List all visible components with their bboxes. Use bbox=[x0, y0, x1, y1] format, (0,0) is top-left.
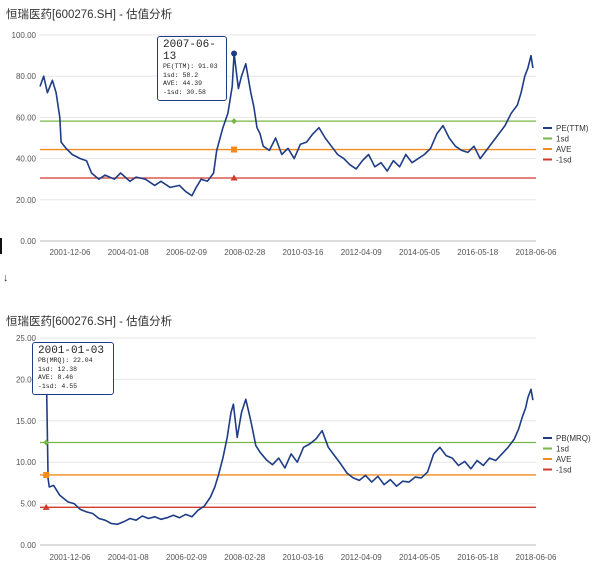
main-series-line bbox=[39, 52, 534, 197]
y-tick-label: 80.00 bbox=[16, 72, 37, 81]
tooltip-line: PB(MRQ): 22.04 bbox=[38, 357, 93, 364]
x-tick-label: 2012-04-09 bbox=[341, 553, 382, 562]
x-tick-label: 2016-05-18 bbox=[457, 553, 498, 562]
chart-title: 恒瑞医药[600276.SH] - 估值分析 bbox=[6, 316, 173, 328]
tooltip-line: PE(TTM): 91.03 bbox=[163, 63, 218, 70]
y-tick-label: 20.00 bbox=[16, 375, 37, 384]
hover-marker-ave bbox=[43, 471, 50, 478]
legend-item: -1sd bbox=[556, 156, 572, 165]
x-tick-label: 2012-04-09 bbox=[341, 248, 382, 257]
y-tick-label: 10.00 bbox=[16, 458, 37, 467]
y-tick-label: 100.00 bbox=[12, 31, 37, 40]
y-tick-label: 20.00 bbox=[16, 196, 37, 205]
hover-marker-1sd bbox=[43, 439, 50, 446]
tooltip-line: -1sd: 30.58 bbox=[163, 88, 206, 96]
legend-item: 1sd bbox=[556, 135, 569, 144]
y-tick-label: 0.00 bbox=[20, 237, 36, 246]
tooltip-line: 1sd: 58.2 bbox=[163, 71, 199, 79]
tooltip-line: AVE: 44.39 bbox=[163, 80, 203, 87]
y-tick-label: 5.00 bbox=[20, 500, 36, 509]
chart-tooltip: 2001-01-03 PB(MRQ): 22.04 1sd: 12.38 AVE… bbox=[32, 342, 114, 395]
y-tick-label: 60.00 bbox=[16, 113, 37, 122]
text-cursor bbox=[0, 238, 2, 254]
legend-item: PE(TTM) bbox=[556, 124, 589, 133]
tooltip-date: 2007-06-13 bbox=[163, 39, 216, 63]
hover-marker-ave bbox=[231, 146, 238, 153]
x-tick-label: 2014-05-05 bbox=[399, 553, 440, 562]
legend-item: PB(MRQ) bbox=[556, 434, 591, 443]
x-tick-label: 2004-01-08 bbox=[108, 553, 149, 562]
y-tick-label: 15.00 bbox=[16, 417, 37, 426]
tooltip-date: 2001-01-03 bbox=[38, 345, 105, 357]
main-series-line bbox=[39, 361, 534, 526]
legend-item: -1sd bbox=[556, 466, 572, 475]
x-tick-label: 2016-05-18 bbox=[457, 248, 498, 257]
pb-chart[interactable]: 0.00 5.00 10.00 15.00 20.00 25.00 2001-12-06 20… bbox=[0, 307, 600, 571]
y-tick-label: 40.00 bbox=[16, 155, 37, 164]
pb-chart-panel: 恒瑞医药[600276.SH] - 估值分析 0.00 5.00 10.00 15.0… bbox=[0, 307, 600, 571]
legend-item: AVE bbox=[556, 145, 571, 154]
x-tick-label: 2008-02-28 bbox=[224, 553, 265, 562]
x-tick-label: 2004-01-08 bbox=[108, 248, 149, 257]
chart-tooltip: 2007-06-13 PE(TTM): 91.03 1sd: 58.2 AVE:… bbox=[157, 36, 227, 101]
x-tick-label: 2001-12-06 bbox=[50, 553, 91, 562]
x-tick-label: 2001-12-06 bbox=[50, 248, 91, 257]
down-arrow-icon: ↓ bbox=[3, 272, 9, 284]
x-tick-label: 2010-03-16 bbox=[283, 248, 324, 257]
x-tick-label: 2018-06-06 bbox=[516, 553, 557, 562]
x-tick-label: 2018-06-06 bbox=[516, 248, 557, 257]
legend-item: AVE bbox=[556, 455, 571, 464]
hover-marker-main bbox=[231, 50, 238, 57]
x-tick-label: 2014-05-05 bbox=[399, 248, 440, 257]
pe-chart-panel: 恒瑞医药[600276.SH] - 估值分析 0.00 20.00 40.00 60.… bbox=[0, 0, 600, 262]
y-tick-label: 25.00 bbox=[16, 334, 37, 343]
hover-marker-minus-1sd bbox=[230, 174, 238, 181]
tooltip-line: AVE: 8.46 bbox=[38, 374, 74, 381]
y-tick-label: 0.00 bbox=[20, 541, 36, 550]
chart-title: 恒瑞医药[600276.SH] - 估值分析 bbox=[6, 9, 173, 21]
x-tick-label: 2006-02-09 bbox=[166, 553, 207, 562]
x-tick-label: 2010-03-16 bbox=[283, 553, 324, 562]
legend-item: 1sd bbox=[556, 445, 569, 454]
pe-chart[interactable]: 0.00 20.00 40.00 60.00 80.00 100.00 2001-12-06… bbox=[0, 0, 600, 262]
x-tick-label: 2008-02-28 bbox=[224, 248, 265, 257]
x-tick-label: 2006-02-09 bbox=[166, 248, 207, 257]
hover-marker-1sd bbox=[231, 118, 238, 125]
tooltip-line: 1sd: 12.38 bbox=[38, 365, 78, 373]
hover-marker-minus-1sd bbox=[42, 503, 50, 510]
tooltip-line: -1sd: 4.55 bbox=[38, 382, 78, 390]
